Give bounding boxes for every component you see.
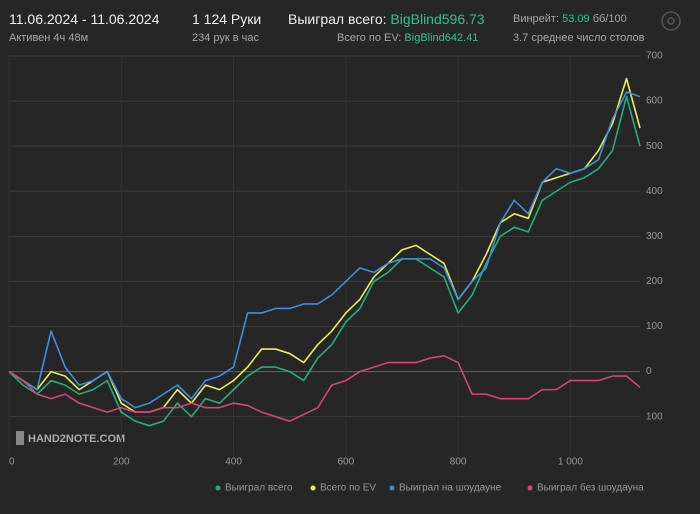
y-tick-label: 700 [646,51,663,62]
won-label: Выиграл всего: [288,11,387,27]
legend-label: Выиграл всего [225,483,293,494]
x-tick-label: 400 [225,457,242,468]
hands: 1 124 Руки [192,11,262,27]
x-tick-label: 0 [9,457,15,468]
ev-value: BigBlind642.41 [404,32,479,44]
settings-icon[interactable] [661,11,681,31]
y-tick-label: 100 [646,411,663,422]
active-time: Активен 4ч 48м [9,32,89,44]
series-line [8,91,641,409]
legend-label: Всего по EV [320,483,376,494]
y-tick-label: 300 [646,231,663,242]
y-tick-label: 100 [646,321,663,332]
logo-icon [16,431,24,445]
hands-per-hour: 234 рук в час [192,32,260,44]
y-tick-label: 500 [646,141,663,152]
settings-icon-center [667,17,675,25]
won-total: Выиграл всего: BigBlind596.73 [288,11,485,27]
series-line [8,355,641,422]
ev-label: Всего по EV: [337,32,402,44]
winrate: Винрейт: 53.09 бб/100 [513,13,627,25]
legend-marker [215,485,221,491]
tables: 3.7 среднее число столов [513,32,645,44]
legend-marker [310,485,316,491]
series-line [8,77,641,413]
won-value: BigBlind596.73 [390,11,485,27]
legend-label: Выиграл без шоудауна [537,482,644,494]
winrate-label: Винрейт: [513,13,560,25]
x-tick-label: 1 000 [558,457,583,468]
x-tick-label: 200 [113,457,130,468]
series-line [8,95,641,427]
y-tick-label: 400 [646,186,663,197]
winrate-value: 53.09 [562,13,590,25]
watermark: HAND2NOTE.COM [28,433,125,445]
ev-total: Всего по EV: BigBlind642.41 [337,32,478,44]
y-tick-label: 600 [646,96,663,107]
x-tick-label: 800 [450,457,467,468]
legend-marker [527,485,533,491]
winrate-unit: бб/100 [592,13,627,25]
y-tick-label: 0 [646,366,652,377]
y-tick-label: 200 [646,276,663,287]
legend-label: Выиграл на шоудауне [399,483,502,494]
date-range: 11.06.2024 - 11.06.2024 [9,11,160,27]
x-tick-label: 600 [337,457,354,468]
legend-marker [389,485,395,491]
